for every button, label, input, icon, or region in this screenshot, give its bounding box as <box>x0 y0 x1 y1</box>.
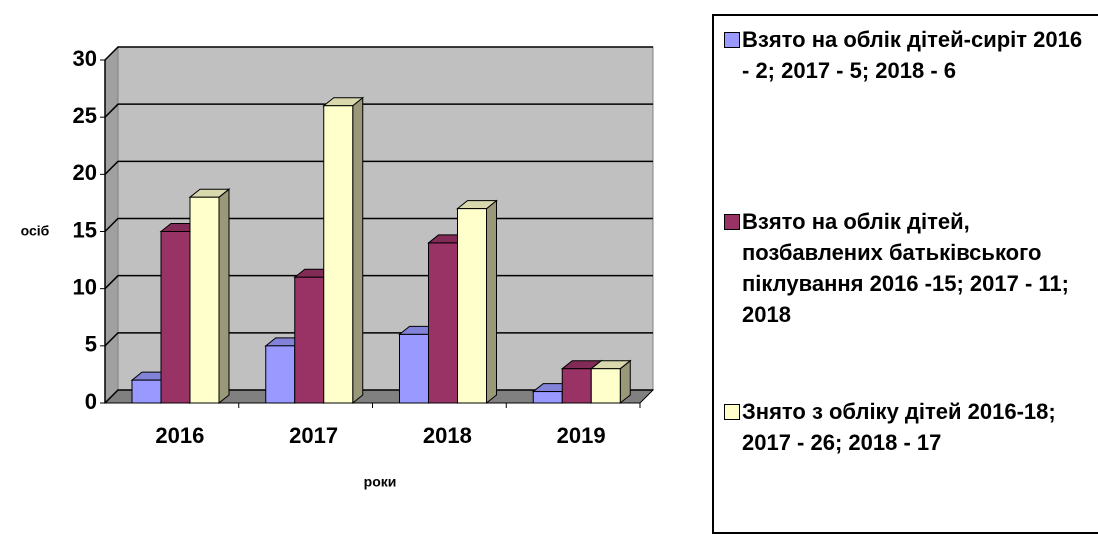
bar-front <box>160 231 191 404</box>
legend-swatch <box>724 214 740 230</box>
bar-front <box>457 208 487 404</box>
bar-front <box>399 333 429 404</box>
bar-front <box>532 391 563 404</box>
y-tick-label: 0 <box>85 389 97 414</box>
legend: Взято на облік дітей-сиріт 2016 - 2; 201… <box>712 14 1098 534</box>
grid-line <box>104 46 653 61</box>
bar <box>456 199 498 405</box>
bar <box>322 96 365 405</box>
x-tick-label: 2019 <box>557 423 606 448</box>
y-tick-label: 10 <box>73 274 97 299</box>
legend-label: Взято на облік дітей-сиріт 2016 - 2; 201… <box>742 27 1083 83</box>
legend-label: Взято на облік дітей, позбавлених батькі… <box>742 209 1069 327</box>
y-tick-label: 30 <box>73 46 97 71</box>
bar-front <box>428 242 458 404</box>
bar-front <box>131 379 162 404</box>
x-tick-label: 2016 <box>155 423 204 448</box>
grid-line <box>104 160 653 175</box>
x-axis-title: роки <box>364 474 397 490</box>
chart: осіб роки 0 5 10 15 20 25 30 2016 2017 2018 2019 <box>21 45 655 490</box>
bar-front <box>323 105 354 404</box>
legend-label: Знято з обліку дітей 2016-18; 2017 - 26;… <box>742 399 1056 455</box>
bar-front <box>561 368 592 404</box>
x-tick-label: 2018 <box>423 423 472 448</box>
bar-front <box>294 276 325 404</box>
y-tick-label: 20 <box>73 160 97 185</box>
bar-side <box>352 96 364 405</box>
bar <box>589 359 632 405</box>
bar <box>188 188 231 405</box>
bar-side <box>486 199 497 405</box>
x-tick-label: 2017 <box>289 423 338 448</box>
bar-side <box>218 188 230 405</box>
grid-line <box>104 103 653 118</box>
bar-front <box>189 196 220 404</box>
bar-front <box>590 368 621 404</box>
y-tick-label: 5 <box>85 332 97 357</box>
y-tick-label: 15 <box>73 217 97 242</box>
page: осіб роки 0 5 10 15 20 25 30 2016 2017 2018 2019 В… <box>20 14 1098 534</box>
bar-front <box>265 345 296 404</box>
y-axis-title: осіб <box>21 223 50 239</box>
y-tick-label: 25 <box>73 103 97 128</box>
legend-swatch <box>724 404 740 420</box>
legend-swatch <box>724 32 740 48</box>
